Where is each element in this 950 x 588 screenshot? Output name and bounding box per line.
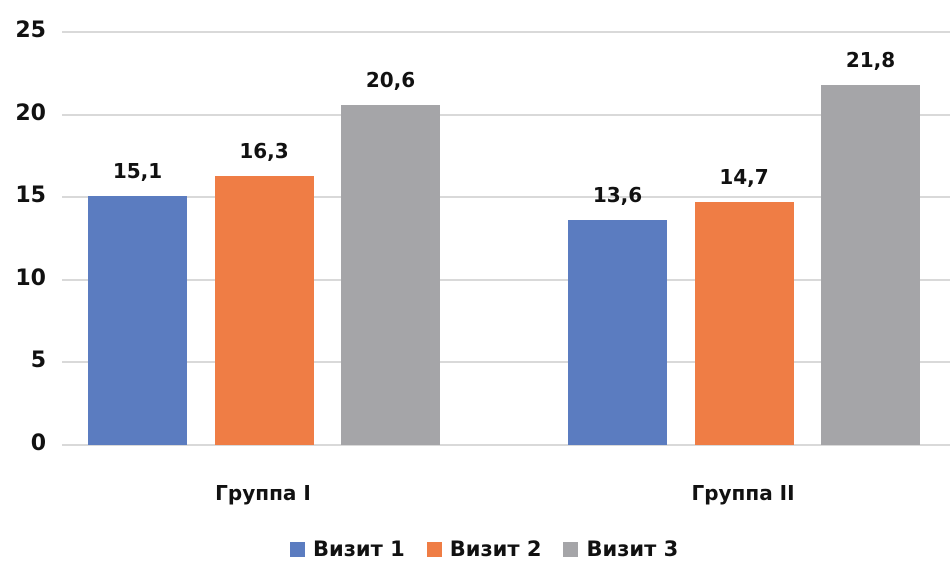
bar <box>341 104 440 445</box>
gridline <box>62 361 950 364</box>
bar <box>821 84 920 445</box>
gridline <box>62 278 950 281</box>
gridline <box>62 196 950 199</box>
legend-label: Визит 2 <box>449 537 542 561</box>
y-tick-label: 25 <box>15 18 46 43</box>
bar <box>88 195 187 445</box>
bar <box>214 175 314 445</box>
value-label: 21,8 <box>845 47 896 72</box>
value-label: 16,3 <box>239 138 289 163</box>
value-label: 13,6 <box>592 183 643 208</box>
category-label: Группа I <box>215 481 311 505</box>
y-tick-label: 10 <box>15 265 46 291</box>
legend-item: Визит 3 <box>563 537 678 561</box>
bar <box>568 220 667 445</box>
value-label: 14,7 <box>719 165 769 190</box>
gridline <box>62 31 950 33</box>
y-tick-label: 15 <box>15 183 46 209</box>
legend-swatch-icon <box>290 541 305 557</box>
gridline <box>62 113 950 116</box>
y-tick-label: 20 <box>15 100 46 126</box>
y-tick-label: 0 <box>30 431 46 456</box>
legend-swatch-icon <box>426 541 442 557</box>
value-label: 15,1 <box>112 158 163 183</box>
legend: Визит 1 Визит 2 Визит 3 <box>290 537 700 561</box>
gridline <box>62 444 950 446</box>
category-label: Группа II <box>691 481 795 505</box>
legend-item: Визит 1 <box>290 537 405 561</box>
legend-label: Визит 1 <box>313 537 405 561</box>
legend-item: Визит 2 <box>426 537 542 561</box>
y-tick-label: 5 <box>30 348 46 374</box>
legend-label: Визит 3 <box>586 537 679 561</box>
value-label: 20,6 <box>365 67 416 92</box>
legend-swatch-icon <box>563 541 579 557</box>
bar <box>694 202 794 445</box>
